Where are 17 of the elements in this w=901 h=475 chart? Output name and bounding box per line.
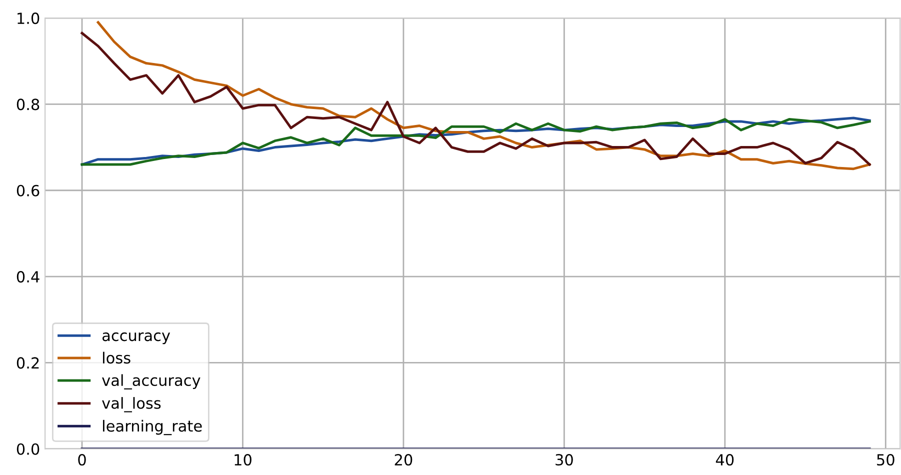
y-tick-label: 0.8	[16, 98, 40, 110]
x-tick-label: 10	[234, 454, 252, 466]
y-tick-label: 0.0	[16, 443, 40, 455]
legend-label: accuracy	[102, 332, 170, 344]
legend-label: val_accuracy	[102, 374, 200, 390]
x-tick-label: 20	[394, 454, 412, 466]
x-tick-label: 0	[78, 454, 86, 466]
y-tick-label: 0.2	[16, 357, 39, 369]
x-tick-label: 50	[877, 454, 894, 466]
y-tick-label: 1.0	[18, 12, 40, 24]
legend-label: learning_rate	[103, 420, 202, 436]
legend-label: loss	[103, 352, 130, 364]
y-tick-label: 0.4	[16, 271, 40, 283]
y-tick-label: 0.6	[16, 184, 40, 196]
x-tick-label: 30	[556, 454, 573, 466]
legend-label: val_loss	[102, 397, 161, 412]
x-tick-label: 40	[716, 454, 734, 466]
